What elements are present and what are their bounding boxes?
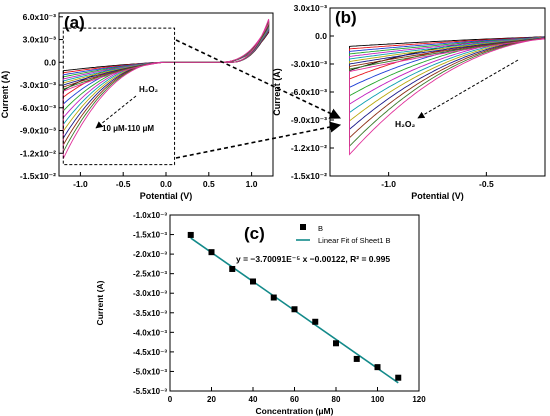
curve-group	[62, 18, 270, 159]
data-point	[229, 265, 236, 272]
x-tick-label: -0.5	[479, 179, 494, 189]
x-tick-label: 40	[249, 395, 258, 404]
x-tick-label: -1.0	[381, 179, 396, 189]
panel-b-chart: -1.0 -0.5 3.0x10⁻³ 0.0 -3.0x10⁻³ -6.0x10⁻³ -9.…	[272, 3, 546, 201]
x-tick-label: -0.5	[116, 179, 131, 189]
cv-curve	[62, 19, 270, 152]
direction-arrow	[95, 95, 137, 129]
zoom-connector-arrows	[175, 39, 342, 159]
legend-marker	[300, 224, 306, 230]
y-axis-title: Current (A)	[0, 71, 10, 119]
panel-c-chart: 0 20 40 60 80 100 120 -1.0x10⁻³ -1.5x10⁻³ -2.0x10…	[95, 211, 426, 416]
y-tick-label: -4.0x10⁻³	[133, 328, 167, 337]
y-tick-label: -6.0x10⁻³	[20, 103, 56, 113]
cv-curve	[349, 36, 545, 97]
data-point	[312, 318, 319, 325]
y-tick-label: -5.5x10⁻³	[133, 387, 167, 396]
y-tick-label: 0.0	[44, 57, 56, 67]
y-tick-label: -1.5x10⁻³	[133, 231, 167, 240]
y-tick-label: 0.0	[315, 31, 327, 41]
y-tick-label: 6.0x10⁻³	[23, 12, 56, 22]
direction-arrow	[417, 59, 519, 119]
legend-label: Linear Fit of Sheet1 B	[318, 236, 391, 245]
x-axis-title: Potential (V)	[140, 191, 193, 201]
data-point	[395, 374, 402, 381]
cv-curve	[62, 20, 270, 147]
annotation-h2o2: H₂O₂	[139, 85, 159, 94]
annotation-h2o2: H₂O₂	[395, 119, 416, 129]
y-tick-label: -2.5x10⁻³	[133, 270, 167, 279]
y-tick-label: -3.0x10⁻³	[133, 289, 167, 298]
y-tick-label: -2.0x10⁻³	[133, 250, 167, 259]
x-tick-label: 1.0	[246, 179, 258, 189]
y-tick-label: -9.0x10⁻³	[20, 126, 56, 136]
y-tick-label: -3.0x10⁻³	[20, 80, 56, 90]
y-tick-label: -1.5x10⁻²	[20, 171, 56, 181]
x-tick-label: -1.0	[73, 179, 88, 189]
cv-curve	[349, 36, 545, 88]
cv-curve	[62, 23, 270, 126]
x-tick-label: 60	[290, 395, 299, 404]
data-point	[374, 364, 381, 371]
data-point	[291, 306, 298, 313]
data-point	[250, 278, 256, 285]
y-tick-label: 3.0x10⁻³	[294, 3, 327, 13]
y-tick-label: -9.0x10⁻³	[291, 115, 327, 125]
y-tick-label: 3.0x10⁻³	[23, 35, 56, 45]
y-axis-title: Current (A)	[95, 280, 105, 325]
cv-curve	[349, 36, 545, 105]
data-point	[187, 231, 194, 238]
x-tick-label: 80	[332, 395, 341, 404]
data-point	[270, 294, 277, 301]
x-tick-label: 100	[371, 395, 385, 404]
x-axis-title: Potential (V)	[411, 191, 464, 201]
y-tick-label: -1.5x10⁻²	[291, 171, 327, 181]
cv-curve	[62, 26, 270, 105]
fit-equation: y = −3.70091E⁻⁵ x −0.00122, R² = 0.995	[236, 254, 390, 264]
panel-label: (b)	[335, 8, 357, 27]
x-tick-label: 20	[207, 395, 216, 404]
data-point	[353, 355, 360, 362]
x-tick-label: 0.5	[203, 179, 215, 189]
data-point	[333, 340, 339, 347]
panel-label: (c)	[244, 224, 265, 243]
cv-curve	[349, 37, 545, 131]
curve-group	[349, 36, 545, 156]
plot-frame	[58, 12, 274, 177]
connector-arrow	[175, 39, 342, 119]
y-tick-label: -5.0x10⁻³	[133, 367, 167, 376]
x-tick-label: 120	[412, 395, 426, 404]
cv-curve	[349, 37, 545, 122]
cv-curve	[349, 37, 545, 139]
x-axis-title: Concentration (μM)	[256, 406, 334, 416]
panel-a-chart: -1.0 -0.5 0.0 0.5 1.0 6.0x10⁻³ 3.0x10⁻³ 0.0 -3.0…	[0, 12, 274, 201]
cv-curve	[349, 37, 545, 114]
y-tick-label: -1.0x10⁻³	[133, 211, 167, 220]
panel-label: (a)	[64, 13, 85, 32]
legend-label: B	[318, 224, 323, 233]
cv-curve	[349, 36, 545, 72]
y-tick-label: -1.2x10⁻²	[291, 143, 327, 153]
y-tick-label: -3.0x10⁻³	[291, 59, 327, 69]
data-point	[208, 249, 215, 256]
y-tick-label: -1.2x10⁻²	[20, 148, 56, 158]
x-tick-label: 0	[168, 395, 173, 404]
y-axis-title: Current (A)	[272, 68, 282, 116]
annotation-range: 10 μM-110 μM	[102, 124, 154, 133]
cv-curve	[349, 37, 545, 156]
connector-arrow	[175, 121, 342, 159]
y-tick-label: -3.5x10⁻³	[133, 309, 167, 318]
zoom-box	[62, 27, 176, 166]
cv-curve	[349, 37, 545, 148]
y-tick-label: -6.0x10⁻³	[291, 87, 327, 97]
y-tick-label: -4.5x10⁻³	[133, 348, 167, 357]
cv-curve	[62, 18, 270, 159]
x-tick-label: 0.0	[160, 179, 172, 189]
plot-frame	[329, 7, 546, 177]
